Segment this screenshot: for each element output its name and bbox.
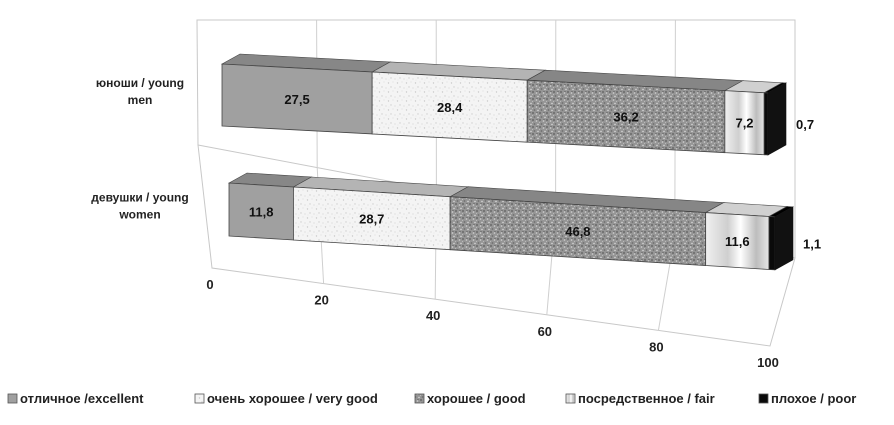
legend-label: посредственное / fair <box>578 391 715 406</box>
legend-label: отличное /excellent <box>20 391 144 406</box>
data-label: 0,7 <box>796 117 814 132</box>
legend-swatch <box>195 394 204 403</box>
bar-segment <box>769 206 793 269</box>
bar-segment <box>764 83 786 155</box>
bar-front-face <box>764 93 768 155</box>
x-tick-label: 0 <box>206 277 213 292</box>
data-label: 46,8 <box>565 224 590 239</box>
x-tick-label: 80 <box>649 339 663 354</box>
data-label: 28,4 <box>437 100 463 115</box>
data-label: 7,2 <box>735 116 753 131</box>
legend-swatch <box>8 394 17 403</box>
bar-end-cap <box>775 207 793 270</box>
data-label: 28,7 <box>359 211 384 226</box>
data-label: 36,2 <box>613 109 638 124</box>
legend-label: плохое / poor <box>771 391 856 406</box>
legend-swatch <box>566 394 575 403</box>
category-label: девушки / young <box>91 191 188 205</box>
category-label: women <box>118 208 160 222</box>
legend: отличное /excellent очень хорошее / very … <box>8 391 856 406</box>
legend-label: очень хорошее / very good <box>207 391 378 406</box>
data-label: 11,6 <box>725 234 750 249</box>
data-label: 1,1 <box>803 236 821 251</box>
bar-front-face <box>769 216 775 269</box>
x-tick-label: 100 <box>757 355 779 370</box>
data-label: 27,5 <box>284 92 309 107</box>
legend-swatch <box>759 394 768 403</box>
x-tick-label: 20 <box>314 293 328 308</box>
bar-end-cap <box>768 83 786 155</box>
legend-swatch <box>415 394 424 403</box>
x-tick-label: 60 <box>538 324 552 339</box>
x-tick-label: 40 <box>426 308 440 323</box>
bars-layer <box>222 54 793 270</box>
category-label: men <box>128 93 153 107</box>
category-label: юноши / young <box>96 76 184 90</box>
legend-label: хорошее / good <box>427 391 526 406</box>
data-label: 11,8 <box>249 204 274 219</box>
